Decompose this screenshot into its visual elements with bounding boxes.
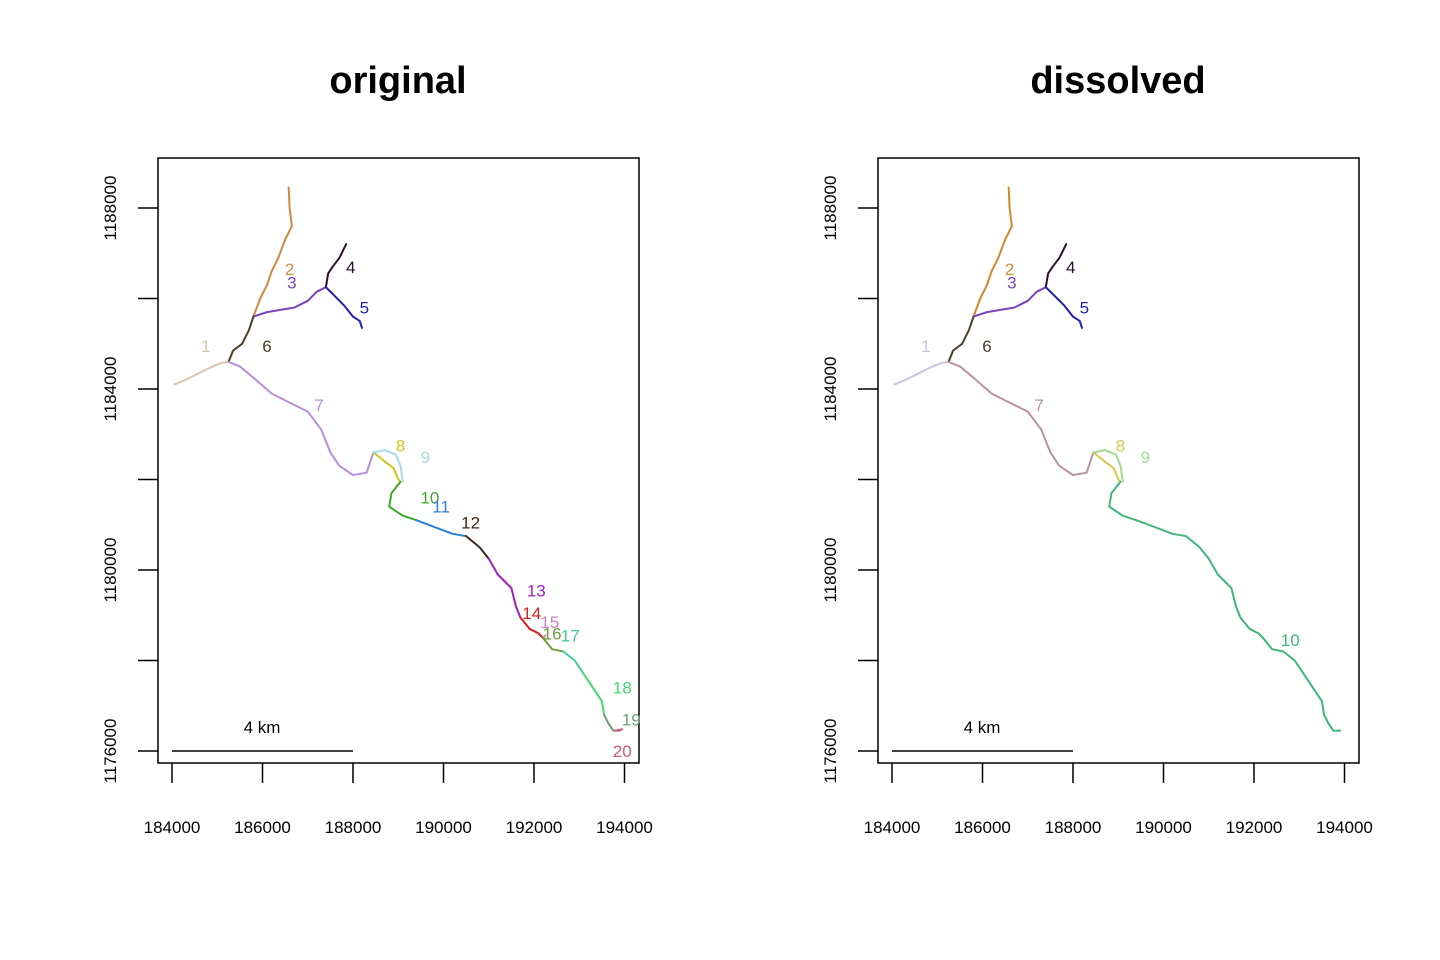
segment-label-14: 14	[522, 604, 541, 623]
segment-label-18: 18	[613, 679, 632, 698]
river-segment-8	[372, 451, 402, 483]
segment-label-6: 6	[262, 337, 271, 356]
river-lines-original	[173, 186, 624, 732]
segment-label-4: 4	[346, 258, 355, 277]
river-segment-9	[372, 449, 404, 483]
segment-label-10: 10	[1281, 631, 1300, 650]
segment-label-3: 3	[287, 274, 296, 293]
segment-label-7: 7	[1034, 396, 1043, 415]
segment-label-17: 17	[561, 627, 580, 646]
river-segment-2	[972, 186, 1013, 318]
river-segment-16	[542, 636, 565, 653]
scale-bar-original: 4 km	[172, 718, 353, 752]
segment-label-8: 8	[1116, 437, 1125, 456]
river-segment-14	[519, 616, 544, 639]
x-tick-label: 194000	[596, 818, 653, 837]
x-tick-label: 192000	[1226, 818, 1283, 837]
segment-label-3: 3	[1007, 274, 1016, 293]
segment-label-4: 4	[1066, 258, 1075, 277]
river-segment-8	[1092, 451, 1122, 483]
segment-label-20: 20	[613, 742, 632, 761]
y-tick-label: 1180000	[821, 538, 840, 603]
river-segment-19	[603, 713, 621, 732]
segment-label-1: 1	[201, 337, 210, 356]
segment-label-7: 7	[314, 396, 323, 415]
river-segment-7	[947, 360, 1095, 476]
y-tick-label: 1180000	[101, 538, 120, 603]
river-segment-5	[324, 286, 363, 329]
x-tick-label: 188000	[325, 818, 382, 837]
scale-bar-dissolved: 4 km	[892, 718, 1073, 752]
segment-label-6: 6	[982, 337, 991, 356]
river-segment-17	[562, 650, 585, 676]
x-tick-label: 190000	[415, 818, 472, 837]
segment-label-5: 5	[1080, 299, 1089, 318]
river-segment-1	[173, 360, 230, 386]
river-segment-12	[465, 535, 490, 560]
x-tick-label: 184000	[144, 818, 201, 837]
segment-label-10: 10	[420, 489, 439, 508]
segment-label-8: 8	[396, 437, 405, 456]
segment-label-2: 2	[285, 260, 294, 279]
panel-title-dissolved: dissolved	[1030, 60, 1205, 102]
river-segment-10	[388, 480, 418, 522]
segment-label-11: 11	[432, 498, 450, 517]
x-tick-label: 190000	[1135, 818, 1192, 837]
river-segment-4	[1044, 243, 1068, 289]
segment-label-15: 15	[540, 613, 559, 632]
x-tick-label: 192000	[506, 818, 563, 837]
river-segment-18	[582, 673, 606, 716]
segment-label-9: 9	[1141, 448, 1150, 467]
river-segment-6	[947, 315, 975, 363]
river-segment-3	[972, 286, 1047, 318]
y-tick-label: 1188000	[101, 176, 120, 241]
axes-original: 184000 186000 188000 190000 192000 1940001176…	[101, 176, 653, 837]
y-tick-label: 1176000	[101, 719, 120, 784]
axes-dissolved: 184000 186000 188000 190000 192000 194000 1176…	[821, 176, 1373, 837]
river-segment-1	[893, 360, 950, 386]
segment-label-2: 2	[1005, 260, 1014, 279]
river-segment-5	[1044, 286, 1083, 329]
scale-bar-label: 4 km	[964, 718, 1001, 737]
river-segment-6	[227, 315, 255, 363]
river-segment-2	[252, 186, 293, 318]
x-tick-label: 194000	[1316, 818, 1373, 837]
x-tick-label: 188000	[1045, 818, 1102, 837]
x-tick-label: 186000	[954, 818, 1011, 837]
segment-label-9: 9	[421, 448, 430, 467]
river-segment-3	[252, 286, 327, 318]
map-frame-dissolved	[877, 157, 1360, 764]
river-segment-4	[324, 243, 348, 289]
river-segment-10	[1108, 480, 1341, 732]
y-tick-label: 1188000	[821, 176, 840, 241]
river-segment-20	[614, 728, 624, 732]
y-tick-label: 1184000	[101, 357, 120, 422]
y-tick-label: 1184000	[821, 357, 840, 422]
panel-title-original: original	[329, 60, 466, 102]
segment-label-19: 19	[622, 710, 641, 729]
x-tick-label: 184000	[864, 818, 921, 837]
river-segment-7	[227, 360, 375, 476]
river-segment-13	[487, 557, 522, 619]
river-segment-11	[415, 519, 468, 538]
panel-original: original 184000 186000 188000 190000 192000 1…	[101, 60, 653, 837]
map-frame-original	[157, 157, 640, 764]
segment-label-12: 12	[461, 514, 480, 533]
segment-label-1: 1	[921, 337, 930, 356]
segment-label-5: 5	[360, 299, 369, 318]
segment-label-16: 16	[543, 624, 562, 643]
river-lines-dissolved	[893, 186, 1341, 732]
x-tick-label: 186000	[234, 818, 291, 837]
scale-bar-label: 4 km	[244, 718, 281, 737]
segment-label-13: 13	[527, 581, 546, 600]
river-segment-9	[1092, 449, 1124, 483]
y-tick-label: 1176000	[821, 719, 840, 784]
panel-dissolved: dissolved 184000 186000 188000 190000 192000…	[821, 60, 1373, 837]
